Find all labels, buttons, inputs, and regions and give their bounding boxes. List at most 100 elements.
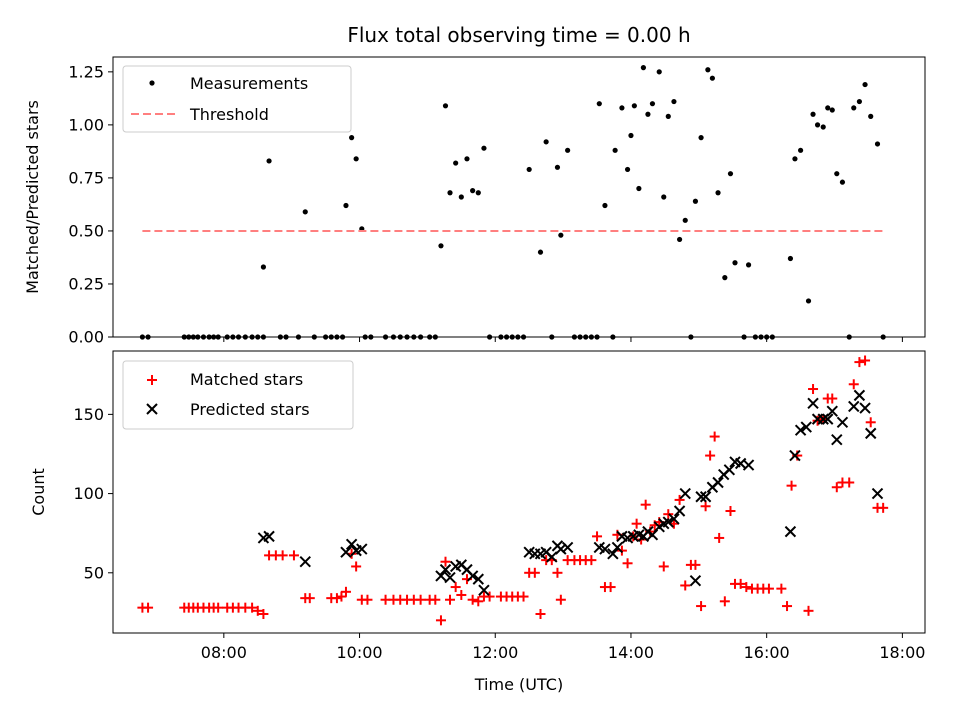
- predicted-stars-point: [853, 389, 866, 402]
- measurements-point: [636, 185, 642, 192]
- measurements-point: [727, 171, 734, 177]
- measurements-point: [619, 105, 625, 111]
- x-axis-label: Time (UTC): [474, 675, 563, 694]
- matched-stars-point: [592, 531, 603, 542]
- measurements-point: [624, 166, 631, 173]
- predicted-stars-point: [607, 548, 619, 560]
- bottom-y-axis-label: Count: [29, 468, 48, 516]
- predicted-stars-point: [478, 584, 490, 596]
- legend-box: [122, 360, 354, 430]
- matched-stars-point: [786, 480, 797, 491]
- matched-stars-point: [696, 601, 707, 612]
- matched-stars-point: [336, 591, 347, 602]
- matched-stars-point: [529, 567, 540, 578]
- measurements-point: [682, 217, 688, 223]
- measurements-point: [649, 101, 656, 107]
- top-y-tick-label: 0.75: [68, 168, 104, 187]
- measurements-point: [656, 69, 662, 75]
- x-tick-label: 14:00: [608, 643, 654, 662]
- predicted-stars-point: [435, 570, 447, 582]
- predicted-stars-point: [699, 491, 712, 503]
- predicted-stars-point: [800, 421, 812, 433]
- measurements-point: [543, 139, 549, 145]
- bottom-axes-frame: [112, 350, 926, 634]
- measurements-point: [596, 101, 602, 107]
- predicted-stars-point: [555, 543, 567, 555]
- measurements-point: [464, 156, 470, 162]
- matched-stars-point: [782, 601, 793, 612]
- matched-stars-point: [252, 605, 263, 616]
- matched-stars-point: [213, 602, 224, 613]
- x-tick-label: 10:00: [336, 643, 382, 662]
- legend-label-threshold: Threshold: [189, 105, 269, 124]
- measurements-point: [438, 243, 444, 249]
- measurements-point: [868, 113, 874, 119]
- matched-stars-point: [680, 580, 691, 591]
- matched-stars-point: [735, 578, 746, 589]
- measurements-point: [820, 124, 826, 130]
- matched-stars-point: [247, 602, 258, 613]
- matched-stars-point: [640, 499, 651, 510]
- predicted-stars-point: [817, 413, 829, 425]
- measurements-point: [698, 135, 704, 141]
- matched-stars-point: [258, 608, 269, 619]
- matched-stars-point: [362, 594, 373, 605]
- predicted-stars-point: [673, 505, 686, 517]
- legend-marker-measurements: [149, 80, 155, 86]
- legend-marker-predicted: [146, 403, 158, 415]
- matched-stars-point: [776, 583, 787, 594]
- predicted-stars-point: [712, 476, 724, 489]
- bottom-y-tick-label: 100: [73, 484, 104, 503]
- predicted-stars-point: [789, 449, 801, 462]
- measurements-point: [645, 111, 651, 117]
- matched-stars-point: [709, 431, 720, 442]
- matched-stars-point: [415, 594, 426, 605]
- matched-stars-point: [450, 582, 461, 593]
- matched-stars-point: [690, 559, 701, 570]
- x-tick-label: 18:00: [879, 643, 925, 662]
- matched-stars-point: [854, 357, 865, 368]
- measurements-point: [792, 156, 798, 162]
- measurements-point: [447, 190, 453, 196]
- legend-label-predicted: Predicted stars: [190, 400, 310, 419]
- top-y-tick-label: 0.00: [68, 328, 104, 347]
- matched-stars-point: [700, 501, 711, 512]
- predicted-stars-point: [836, 416, 849, 428]
- bottom-y-tick-label: 50: [84, 563, 104, 582]
- measurements-point: [671, 98, 677, 105]
- measurements-point: [829, 107, 835, 113]
- measurements-point: [705, 67, 711, 73]
- predicted-stars-point: [299, 556, 311, 568]
- matched-stars-point: [705, 450, 716, 461]
- x-tick-label: 16:00: [744, 643, 790, 662]
- measurements-point: [640, 65, 647, 71]
- measurements-point: [692, 198, 699, 204]
- top-x-axis: [223, 337, 903, 342]
- top-y-tick-label: 1.25: [68, 62, 104, 81]
- measurements-point: [266, 158, 272, 164]
- matched-stars-point: [435, 615, 446, 626]
- predicted-stars-point: [668, 513, 680, 525]
- matched-stars-point: [473, 596, 484, 607]
- legend-label-matched: Matched stars: [190, 370, 303, 389]
- matched-stars-point: [467, 594, 478, 605]
- bottom-plot-area: [137, 355, 889, 626]
- measurements-point: [554, 164, 561, 170]
- legend-label-measurements: Measurements: [190, 74, 308, 93]
- measurements-point: [343, 202, 349, 209]
- measurements-point: [442, 103, 449, 109]
- measurements-point: [862, 81, 868, 88]
- bottom-legend: Matched stars Predicted stars: [122, 360, 354, 430]
- matched-stars-point: [844, 477, 855, 488]
- measurements-point: [722, 275, 728, 281]
- predicted-stars-point: [807, 397, 819, 409]
- predicted-stars-point: [662, 516, 674, 528]
- measurements-point: [874, 141, 881, 147]
- matched-stars-point: [658, 561, 669, 572]
- measurements-point: [612, 147, 618, 153]
- predicted-stars-point: [794, 424, 807, 436]
- top-y-tick-label: 0.25: [68, 274, 104, 293]
- measurements-point: [349, 135, 355, 141]
- top-y-axis: 0.00 0.25 0.50 0.75 1.00 1.25: [68, 62, 113, 347]
- matched-stars-point: [430, 594, 441, 605]
